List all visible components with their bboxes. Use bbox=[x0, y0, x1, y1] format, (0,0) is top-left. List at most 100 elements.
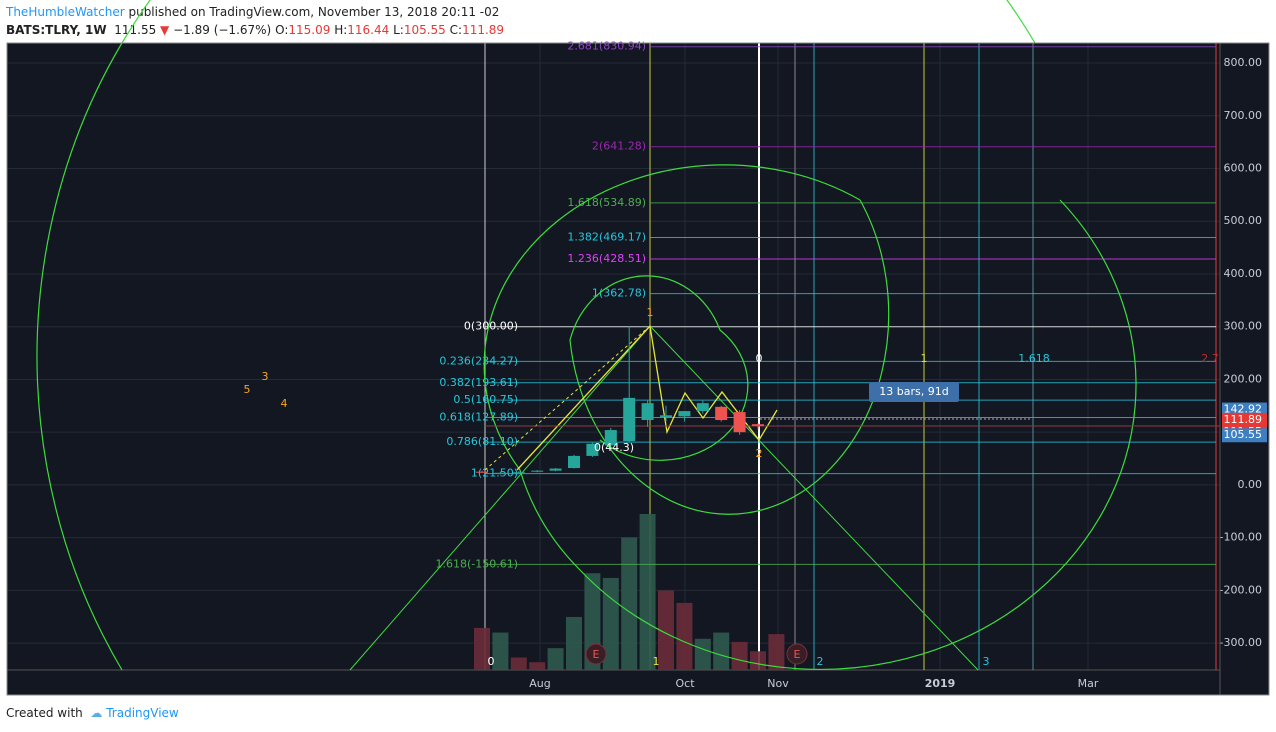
volume-bar bbox=[510, 657, 527, 670]
volume-bar bbox=[621, 537, 638, 670]
y-tick-label: 200.00 bbox=[1224, 372, 1263, 385]
x-tick-label: 2019 bbox=[925, 677, 956, 690]
ohlc-value: 116.44 bbox=[347, 23, 390, 37]
zigzag bbox=[516, 324, 778, 471]
candle-body bbox=[512, 472, 525, 474]
fib-time: 0 bbox=[756, 352, 763, 365]
frame bbox=[6, 42, 1270, 696]
candle-body bbox=[660, 415, 672, 418]
time-zone: 3 bbox=[983, 655, 990, 668]
x-tick-label: Mar bbox=[1078, 677, 1099, 690]
fib-label: 0(300.00) bbox=[464, 320, 518, 333]
ohlc-key: C: bbox=[449, 23, 463, 37]
earnings-marker bbox=[585, 643, 607, 665]
volume-bar bbox=[750, 651, 766, 670]
range-box bbox=[869, 382, 959, 402]
volume-bar bbox=[713, 632, 730, 670]
pivot: 2 bbox=[756, 447, 763, 460]
volume-bar bbox=[639, 514, 656, 670]
trend bbox=[649, 325, 979, 671]
ohlc-key: H: bbox=[334, 23, 348, 37]
fib-label: 1.236(428.51) bbox=[567, 252, 646, 265]
brand[interactable]: TradingView bbox=[106, 706, 179, 720]
volume-bar bbox=[768, 634, 785, 670]
y-tick-label: 700.00 bbox=[1224, 109, 1263, 122]
candle-body bbox=[696, 403, 709, 412]
x-tick-label: Nov bbox=[767, 677, 789, 690]
price-label: 105.55 bbox=[1224, 428, 1263, 441]
volume-bar bbox=[566, 616, 582, 670]
candle-body bbox=[623, 397, 636, 442]
ohlc-value: 111.89 bbox=[462, 23, 505, 37]
candle-body bbox=[678, 411, 691, 417]
volume-bar bbox=[658, 590, 674, 670]
fib-label: 0.786(81.10) bbox=[446, 435, 518, 448]
earnings: E bbox=[794, 648, 801, 661]
x-tick-label: Aug bbox=[529, 677, 550, 690]
candle-body bbox=[568, 455, 580, 469]
trend-dash bbox=[484, 325, 651, 471]
price-label-bg bbox=[1222, 428, 1267, 443]
plot-bg bbox=[7, 43, 1269, 695]
inner-fib: 0(44.3) bbox=[594, 441, 634, 454]
volume-bar bbox=[474, 627, 490, 670]
fib-label: 1.382(469.17) bbox=[567, 230, 646, 243]
pivot: 1 bbox=[647, 306, 654, 319]
author[interactable]: TheHumbleWatcher bbox=[6, 5, 125, 19]
candle-body bbox=[586, 443, 599, 456]
candle-body bbox=[715, 406, 728, 421]
header: TheHumbleWatcher published on TradingVie… bbox=[6, 3, 504, 39]
arrow: ▼ bbox=[160, 23, 170, 37]
fib-label: 2(641.28) bbox=[592, 140, 646, 153]
time-zone: 1 bbox=[653, 655, 660, 668]
fib-label: 0.382(193.61) bbox=[439, 376, 518, 389]
y-tick-label: -300.00 bbox=[1220, 636, 1262, 649]
x-tick-label: Oct bbox=[675, 677, 695, 690]
candle-body bbox=[752, 424, 764, 426]
range-label: 13 bars, 91d bbox=[879, 385, 948, 398]
volume-bar bbox=[676, 602, 693, 670]
fib-label: 0.618(127.89) bbox=[439, 410, 518, 423]
time-zone: 2 bbox=[817, 655, 824, 668]
spiral bbox=[36, 0, 1036, 671]
candle-body bbox=[733, 412, 746, 433]
y-tick-label: 0.00 bbox=[1238, 478, 1263, 491]
earnings: E bbox=[593, 648, 600, 661]
wave: 5 bbox=[244, 383, 251, 396]
candle-body bbox=[641, 403, 654, 421]
created: Created with bbox=[6, 706, 83, 720]
published: published on TradingView.com, November 1… bbox=[124, 5, 500, 19]
price-label-bg bbox=[1222, 412, 1267, 427]
volume-bar bbox=[731, 641, 748, 670]
price-label: 111.89 bbox=[1224, 413, 1263, 426]
ohlc-value: 115.09 bbox=[288, 23, 331, 37]
fib-time: 1 bbox=[921, 352, 928, 365]
fib-label: 0.5(160.75) bbox=[453, 393, 518, 406]
fib-time: 1.618 bbox=[1018, 352, 1050, 365]
earnings-marker bbox=[786, 643, 808, 665]
volume-bar bbox=[694, 638, 711, 670]
y-tick-label: 300.00 bbox=[1224, 320, 1263, 333]
fib-label: 1(362.78) bbox=[592, 287, 646, 300]
fib-label: 2.681(830.94) bbox=[567, 40, 646, 53]
time-zone: 0 bbox=[488, 655, 495, 668]
trend bbox=[349, 325, 651, 671]
symbol: BATS:TLRY, 1W bbox=[6, 23, 107, 37]
wave: 3 bbox=[262, 370, 269, 383]
ohlc: O:115.09 H:116.44 L:105.55 C:111.89 bbox=[275, 23, 504, 37]
fib-label: 0.236(234.27) bbox=[439, 354, 518, 367]
fib-label: 1.618(534.89) bbox=[567, 196, 646, 209]
change: −1.89 (−1.67%) bbox=[173, 23, 272, 37]
candle-body bbox=[604, 430, 617, 446]
y-tick-label: 500.00 bbox=[1224, 214, 1263, 227]
candle-body bbox=[476, 471, 488, 473]
y-tick-label: 400.00 bbox=[1224, 267, 1263, 280]
ohlc-value: 105.55 bbox=[403, 23, 446, 37]
fib-time: 2.7 bbox=[1201, 352, 1219, 365]
candle-body bbox=[531, 470, 544, 472]
volume-bar bbox=[529, 662, 546, 670]
wave: 4 bbox=[281, 397, 288, 410]
candle-body bbox=[549, 468, 562, 471]
